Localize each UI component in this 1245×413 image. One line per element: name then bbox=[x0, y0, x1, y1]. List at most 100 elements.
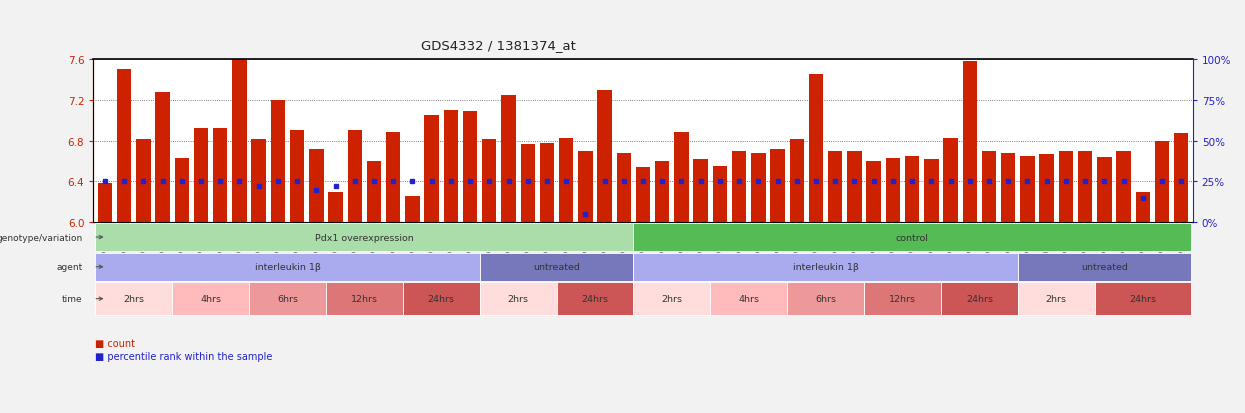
Bar bbox=[885, 159, 900, 223]
Bar bbox=[326, 282, 403, 315]
Bar bbox=[634, 253, 1018, 281]
Bar bbox=[712, 167, 727, 223]
Bar bbox=[386, 133, 401, 223]
Bar bbox=[479, 253, 634, 281]
Text: 12hrs: 12hrs bbox=[889, 294, 916, 304]
Bar bbox=[251, 139, 266, 223]
Bar bbox=[233, 60, 247, 223]
Text: 24hrs: 24hrs bbox=[581, 294, 609, 304]
Bar bbox=[771, 150, 784, 223]
Bar bbox=[96, 223, 634, 252]
Bar bbox=[962, 62, 977, 223]
Text: 24hrs: 24hrs bbox=[1129, 294, 1157, 304]
Text: GDS4332 / 1381374_at: GDS4332 / 1381374_at bbox=[421, 39, 575, 52]
Bar bbox=[559, 138, 574, 223]
Bar bbox=[502, 95, 515, 223]
Bar bbox=[136, 139, 151, 223]
Bar bbox=[1018, 253, 1190, 281]
Bar bbox=[520, 145, 535, 223]
Bar bbox=[309, 150, 324, 223]
Bar bbox=[982, 152, 996, 223]
Bar bbox=[156, 93, 169, 223]
Bar bbox=[482, 139, 497, 223]
Bar bbox=[789, 139, 804, 223]
Bar bbox=[693, 159, 708, 223]
Text: untreated: untreated bbox=[1081, 263, 1128, 272]
Bar bbox=[634, 223, 1190, 252]
Bar bbox=[557, 282, 634, 315]
Bar bbox=[213, 129, 228, 223]
Bar bbox=[636, 168, 650, 223]
Bar bbox=[616, 154, 631, 223]
Text: ■ percentile rank within the sample: ■ percentile rank within the sample bbox=[95, 351, 271, 361]
Text: Pdx1 overexpression: Pdx1 overexpression bbox=[315, 233, 413, 242]
Bar bbox=[941, 282, 1018, 315]
Bar bbox=[290, 131, 304, 223]
Bar bbox=[751, 154, 766, 223]
Text: 6hrs: 6hrs bbox=[276, 294, 298, 304]
Bar bbox=[864, 282, 941, 315]
Bar bbox=[867, 161, 881, 223]
Bar bbox=[732, 152, 746, 223]
Text: interleukin 1β: interleukin 1β bbox=[254, 263, 320, 272]
Bar bbox=[828, 152, 843, 223]
Bar bbox=[1174, 134, 1189, 223]
Text: ■ count: ■ count bbox=[95, 338, 134, 348]
Bar bbox=[905, 157, 919, 223]
Text: untreated: untreated bbox=[533, 263, 580, 272]
Bar bbox=[1097, 158, 1112, 223]
Bar bbox=[675, 133, 688, 223]
Text: 6hrs: 6hrs bbox=[815, 294, 837, 304]
Text: 2hrs: 2hrs bbox=[1046, 294, 1067, 304]
Text: 12hrs: 12hrs bbox=[351, 294, 378, 304]
Bar bbox=[96, 282, 172, 315]
Bar bbox=[174, 159, 189, 223]
Bar bbox=[787, 282, 864, 315]
Text: 4hrs: 4hrs bbox=[738, 294, 759, 304]
Bar bbox=[97, 184, 112, 223]
Bar bbox=[1117, 152, 1130, 223]
Bar bbox=[924, 159, 939, 223]
Text: interleukin 1β: interleukin 1β bbox=[793, 263, 859, 272]
Bar bbox=[1058, 152, 1073, 223]
Bar bbox=[944, 138, 957, 223]
Bar bbox=[329, 192, 342, 223]
Bar bbox=[403, 282, 479, 315]
Text: control: control bbox=[895, 233, 929, 242]
Text: agent: agent bbox=[56, 263, 82, 272]
Bar bbox=[1135, 192, 1150, 223]
Bar bbox=[848, 152, 862, 223]
Bar bbox=[117, 70, 131, 223]
Bar bbox=[96, 253, 479, 281]
Bar bbox=[578, 152, 593, 223]
Bar bbox=[1094, 282, 1190, 315]
Bar bbox=[270, 101, 285, 223]
Bar bbox=[1001, 154, 1016, 223]
Bar bbox=[598, 90, 611, 223]
Bar bbox=[367, 161, 381, 223]
Bar bbox=[1040, 154, 1053, 223]
Bar bbox=[540, 143, 554, 223]
Text: time: time bbox=[62, 294, 82, 304]
Bar bbox=[809, 75, 823, 223]
Bar bbox=[172, 282, 249, 315]
Bar bbox=[463, 112, 477, 223]
Bar bbox=[249, 282, 326, 315]
Bar bbox=[1018, 282, 1094, 315]
Bar bbox=[655, 161, 670, 223]
Text: 2hrs: 2hrs bbox=[661, 294, 682, 304]
Bar bbox=[1020, 157, 1035, 223]
Bar bbox=[347, 131, 362, 223]
Bar bbox=[634, 282, 711, 315]
Text: 24hrs: 24hrs bbox=[966, 294, 992, 304]
Bar bbox=[479, 282, 557, 315]
Text: 24hrs: 24hrs bbox=[428, 294, 454, 304]
Bar bbox=[1155, 141, 1169, 223]
Text: 2hrs: 2hrs bbox=[123, 294, 144, 304]
Text: genotype/variation: genotype/variation bbox=[0, 233, 82, 242]
Bar bbox=[443, 111, 458, 223]
Bar bbox=[711, 282, 787, 315]
Bar bbox=[1078, 152, 1092, 223]
Text: 2hrs: 2hrs bbox=[508, 294, 529, 304]
Bar bbox=[405, 196, 420, 223]
